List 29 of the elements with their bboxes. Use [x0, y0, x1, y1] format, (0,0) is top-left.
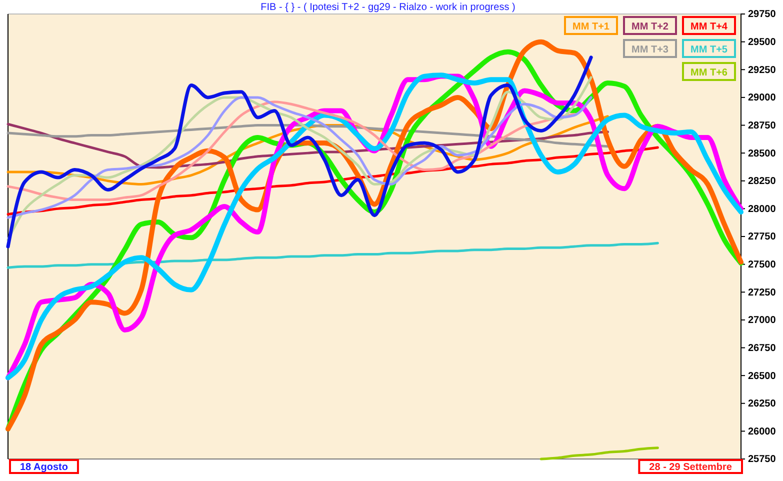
y-tick-label: 26000: [748, 426, 776, 438]
y-tick-label: 29250: [748, 64, 776, 76]
y-tick-label: 27750: [748, 232, 776, 243]
text: MM T+6: [690, 68, 728, 78]
y-tick-label: 26250: [748, 398, 776, 410]
y-tick-label: 28250: [748, 176, 776, 188]
line-series: [540, 446, 659, 460]
text: 18 Agosto: [20, 462, 68, 473]
text: MM T+4: [690, 22, 728, 32]
text: MM T+3: [632, 44, 669, 56]
y-tick-label: 29500: [748, 37, 776, 48]
y-tick-label: 27500: [748, 260, 776, 271]
y-tick-label: 26750: [748, 342, 776, 354]
chart-title: FIB - { } - ( Ipotesi T+2 - gg29 - Rialzo - work in progress ): [260, 2, 516, 13]
y-tick-label: 27000: [748, 315, 776, 326]
y-tick-label: 28750: [748, 120, 776, 132]
text: MM T+2: [632, 22, 669, 32]
y-tick-label: 27250: [748, 287, 776, 298]
line-series: [6, 242, 659, 269]
text: MM T+5: [690, 44, 728, 56]
y-tick-label: 29750: [748, 9, 776, 20]
y-tick-label: 29000: [748, 92, 776, 104]
y-tick-label: 25750: [748, 454, 776, 466]
y-tick-label: 26500: [748, 370, 776, 382]
y-tick-label: 28000: [748, 204, 776, 215]
line-series: [6, 96, 592, 219]
y-tick-label: 28500: [748, 148, 776, 160]
text: MM T+1: [572, 22, 610, 32]
text: 28 - 29 Settembre: [649, 462, 732, 473]
